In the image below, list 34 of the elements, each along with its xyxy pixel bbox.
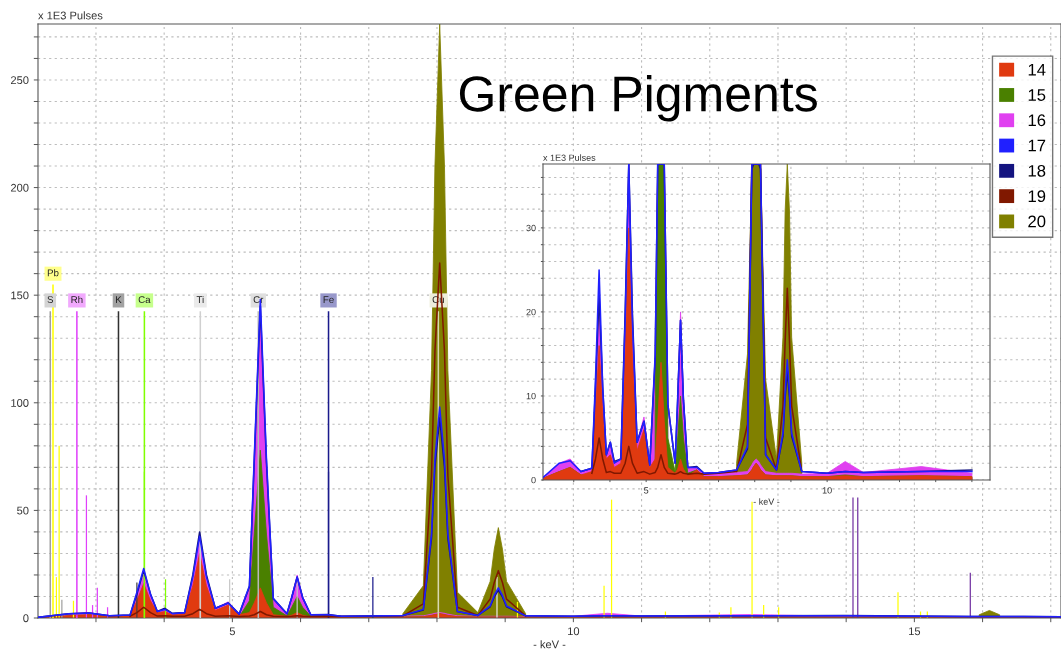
legend-label: 17 <box>1028 139 1046 152</box>
x-tick-label: 15 <box>909 627 921 636</box>
y-tick-label: 250 <box>10 76 29 85</box>
ref-line-label: Ti <box>196 295 204 303</box>
x-tick-label: 10 <box>568 627 580 636</box>
y-tick-label: 30 <box>526 224 536 232</box>
y-axis-title: x 1E3 Pulses <box>38 11 103 20</box>
ref-line-label: Pb <box>47 269 59 277</box>
ref-line-label: Cr <box>253 296 264 304</box>
y-tick-label: 0 <box>531 476 536 484</box>
y-tick-label: 0 <box>23 614 29 623</box>
x-axis-title: - keV - <box>533 640 566 649</box>
legend-label: 16 <box>1028 114 1046 127</box>
y-tick-label: 20 <box>526 308 536 316</box>
y-tick-label: 200 <box>10 183 29 192</box>
ref-line-label: K <box>116 296 122 303</box>
legend-label: 15 <box>1028 89 1046 101</box>
legend-label: 18 <box>1028 164 1046 177</box>
ref-line-label: Fe <box>323 296 334 304</box>
ref-line-label: S <box>47 296 54 304</box>
y-axis-title: x 1E3 Pulses <box>543 154 596 161</box>
legend-label: 19 <box>1028 190 1046 203</box>
legend-label: 20 <box>1028 215 1046 228</box>
y-tick-label: 100 <box>11 399 29 407</box>
y-tick-label: 150 <box>11 291 29 300</box>
x-axis-title: - keV - <box>753 498 780 505</box>
x-tick-label: 5 <box>644 487 649 494</box>
ref-line-label: Ca <box>138 296 151 304</box>
x-tick-label: 5 <box>229 627 235 636</box>
ref-line-label: Rh <box>71 295 83 303</box>
y-tick-label: 50 <box>17 506 29 515</box>
y-tick-label: 10 <box>526 392 536 400</box>
legend-label: 14 <box>1028 63 1046 76</box>
text: Green Pigments <box>459 74 817 122</box>
